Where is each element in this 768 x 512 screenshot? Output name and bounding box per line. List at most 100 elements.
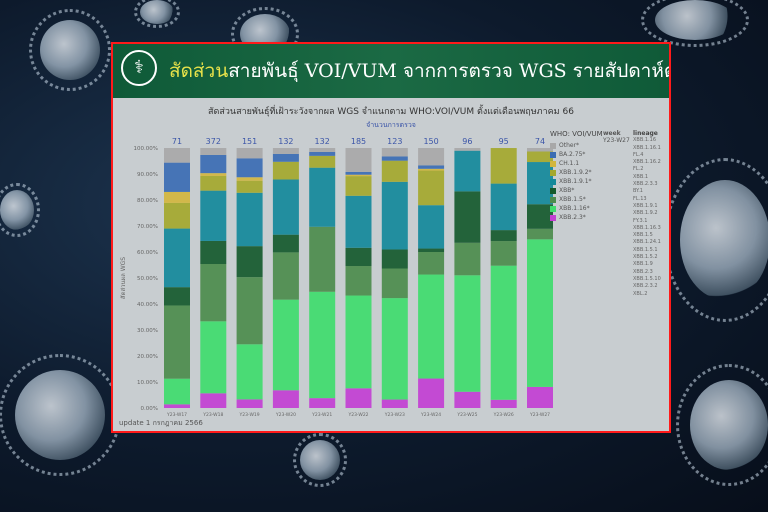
x-tick-label: Y23-W21: [311, 412, 332, 418]
legend-label: Other*: [559, 142, 580, 149]
bar-segment-other-: [236, 148, 263, 159]
legend-item: XBB*: [550, 186, 603, 195]
legend-swatch: [550, 187, 556, 194]
chart-title: สัดส่วนสายพันธุ์ที่เฝ้าระวังจากผล WGS จำ…: [208, 107, 574, 117]
x-tick-label: Y23-W26: [493, 412, 514, 418]
y-tick-label: 70.00%: [137, 224, 158, 230]
lineage-item: XBB.2.3.2: [633, 283, 658, 290]
chart-image-frame: ⚕ สัดส่วนสายพันธุ์ VOI/VUM จากการตรวจ WG…: [111, 42, 671, 433]
legend-label: CH.1.1: [559, 160, 580, 167]
bar-segment-xbb-1-9-2-: [200, 175, 227, 191]
bar-segment-xbb-1-9-1-: [309, 167, 336, 227]
count-label: 71: [172, 137, 182, 146]
bar-segment-xbb-: [345, 247, 372, 267]
bar-segment-xbb-1-16-: [345, 295, 372, 389]
title-rest: สายพันธุ์ VOI/VUM จากการตรวจ WGS รายสัปด…: [228, 60, 669, 82]
bar-segment-xbb-1-5-: [236, 277, 263, 345]
counts-label: จำนวนการตรวจ: [366, 121, 416, 129]
lineage-item: FL.13: [633, 195, 647, 202]
bar-segment-xbb-: [200, 240, 227, 265]
header-banner: ⚕ สัดส่วนสายพันธุ์ VOI/VUM จากการตรวจ WG…: [113, 44, 669, 98]
y-tick-label: 60.00%: [137, 250, 158, 256]
week-box: week Y23-W27: [603, 130, 630, 144]
x-tick-label: Y23-W23: [384, 412, 405, 418]
bar-segment-other-: [272, 148, 299, 154]
bar-segment-xbb-1-9-1-: [164, 228, 190, 288]
bar-segment-other-: [164, 148, 190, 163]
lineage-item: XBB.2.3: [633, 268, 653, 275]
legend-label: XBB.2.3*: [559, 214, 586, 221]
bar-segment-other-: [381, 148, 408, 157]
virus-decoration: [0, 353, 122, 477]
count-label: 95: [499, 137, 509, 146]
y-tick-label: 0.00%: [141, 406, 158, 412]
lineage-item: FL.2: [633, 166, 644, 173]
lineage-header: lineage: [633, 130, 658, 137]
bar-segment-ch-1-1: [345, 174, 372, 177]
lineage-item: FL.4: [633, 151, 644, 158]
title-highlight: สัดส่วน: [169, 60, 229, 82]
y-tick-label: 40.00%: [137, 302, 158, 308]
bar-segment-xbb-1-5-: [200, 264, 227, 322]
virus-decoration: [675, 363, 768, 487]
bar-segment-xbb-: [236, 246, 263, 278]
bar-segment-xbb-1-9-1-: [200, 190, 227, 241]
x-tick-label: Y23-W19: [239, 412, 260, 418]
legend-swatch: [550, 205, 556, 212]
legend-item: XBB.1.5*: [550, 195, 603, 204]
week-value: Y23-W27: [603, 137, 630, 144]
virus-decoration: [663, 158, 768, 322]
bar-segment-xbb-1-5-: [345, 266, 372, 296]
bar-segment-xbb-1-16-: [200, 321, 227, 394]
bar-segment-xbb-2-3-: [490, 399, 517, 408]
legend-label: XBB.1.9.2*: [559, 169, 592, 176]
lineage-item: XBB.1.16.3: [633, 224, 661, 231]
bar-segment-xbb-1-5-: [454, 242, 481, 276]
bar-segment-xbb-1-9-1-: [381, 181, 408, 250]
legend-title: WHO: VOI/VUM: [550, 130, 603, 138]
y-tick-label: 100.00%: [134, 146, 158, 152]
bar-segment-xbb-2-3-: [345, 388, 372, 408]
bar-segment-ba-2-75-: [309, 151, 336, 156]
bar-segment-xbb-1-9-1-: [418, 205, 445, 249]
bar-segment-xbb-1-9-2-: [381, 160, 408, 182]
bar-segment-xbb-1-9-1-: [454, 150, 481, 192]
virus-decoration: [29, 9, 111, 91]
legend-item: XBB.1.16*: [550, 204, 603, 213]
lineage-item: XBB.1.5.10: [633, 275, 661, 282]
bar-segment-xbb-1-9-1-: [490, 183, 517, 231]
bar-segment-xbb-: [490, 230, 517, 242]
bar-segment-xbb-1-9-2-: [309, 155, 336, 168]
bar-segment-xbb-2-3-: [381, 399, 408, 408]
bar-segment-xbb-: [381, 249, 408, 269]
bar-segment-xbb-1-9-1-: [345, 195, 372, 248]
x-tick-label: Y23-W20: [275, 412, 296, 418]
bar-segment-other-: [200, 148, 227, 155]
bar-segment-other-: [309, 148, 336, 152]
bar-segment-xbb-1-9-1-: [272, 179, 299, 235]
bar-segment-other-: [418, 148, 445, 166]
bar-segment-ba-2-75-: [345, 171, 372, 175]
bar-segment-xbb-1-16-: [454, 275, 481, 392]
lineage-list: lineage XBB.1.16 XBB.1.16.1 FL.4 XBB.1.16.2…: [633, 130, 661, 298]
bar-segment-xbb-1-16-: [381, 298, 408, 400]
x-tick-label: Y23-W17: [166, 412, 187, 418]
bar-segment-xbb-1-9-1-: [527, 162, 553, 205]
legend-label: BA.2.75*: [559, 151, 586, 158]
count-label: 151: [242, 137, 257, 146]
bar-segment-xbb-1-5-: [309, 226, 336, 292]
bar-segment-xbb-1-16-: [527, 239, 553, 387]
bar-segment-ba-2-75-: [381, 156, 408, 161]
lineage-item: XBB.2.3.3: [633, 181, 658, 188]
lineage-item: XBL.2: [633, 290, 648, 297]
lineage-item: XBB.1.5.1: [633, 246, 658, 253]
bar-segment-xbb-1-9-2-: [345, 176, 372, 196]
x-tick-label: Y23-W27: [529, 412, 550, 418]
legend-swatch: [550, 142, 556, 149]
count-label: 150: [423, 137, 438, 146]
count-label: 132: [315, 137, 330, 146]
bar-segment-xbb-2-3-: [527, 386, 553, 408]
bar-segment-xbb-1-9-2-: [272, 161, 299, 180]
bar-segment-ch-1-1: [164, 191, 190, 203]
lineage-item: XBB.1.16.2: [633, 159, 661, 166]
